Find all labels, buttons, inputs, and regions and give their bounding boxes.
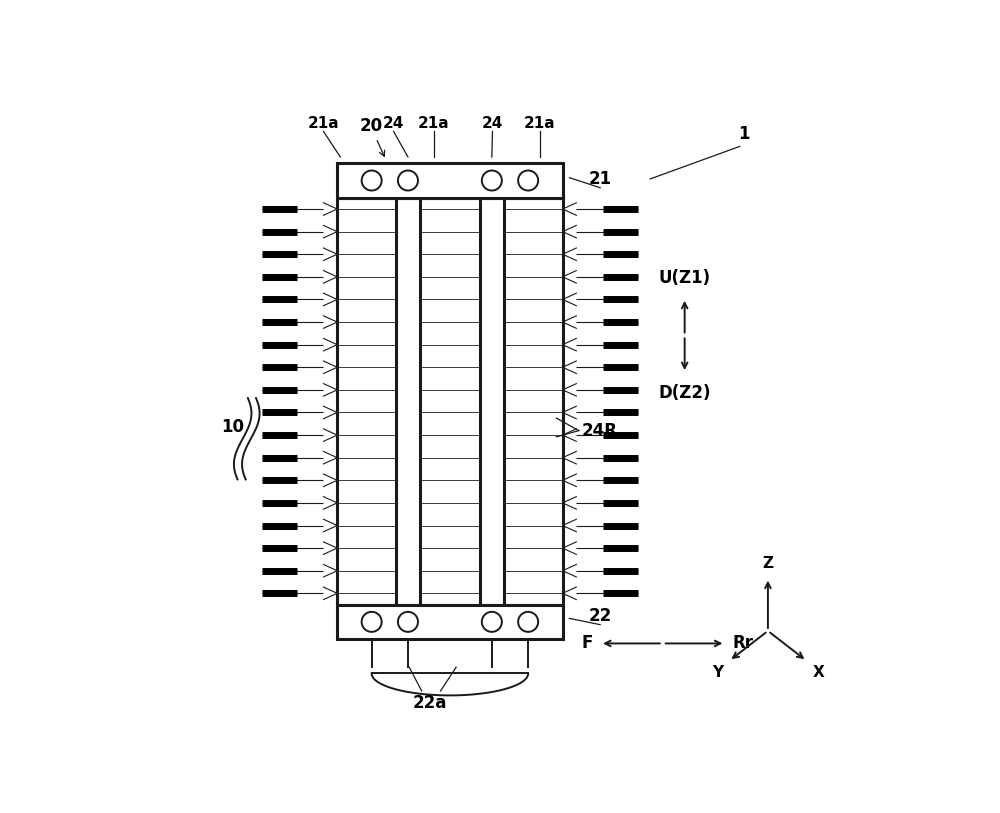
Circle shape <box>362 612 382 632</box>
Text: U(Z1): U(Z1) <box>659 268 711 287</box>
Bar <box>337 605 563 639</box>
Bar <box>337 198 563 605</box>
Text: 21a: 21a <box>524 116 556 132</box>
Circle shape <box>518 171 538 190</box>
Text: 21a: 21a <box>308 116 339 132</box>
Circle shape <box>398 171 418 190</box>
Circle shape <box>362 171 382 190</box>
Text: 10: 10 <box>222 419 245 437</box>
Text: 24: 24 <box>482 116 503 132</box>
Text: 20: 20 <box>359 117 385 156</box>
Text: 22a: 22a <box>413 693 447 711</box>
Text: 24R: 24R <box>581 422 617 440</box>
Text: 21a: 21a <box>418 116 449 132</box>
Circle shape <box>482 171 502 190</box>
Text: Z: Z <box>762 556 773 572</box>
Text: Rr: Rr <box>733 634 754 653</box>
Bar <box>337 163 563 198</box>
Circle shape <box>398 612 418 632</box>
Text: 21: 21 <box>589 170 612 188</box>
Text: X: X <box>813 665 825 680</box>
Text: F: F <box>581 634 593 653</box>
Bar <box>480 198 504 605</box>
Circle shape <box>482 612 502 632</box>
Circle shape <box>518 612 538 632</box>
Text: 22: 22 <box>589 606 612 624</box>
Text: 1: 1 <box>738 125 750 143</box>
Text: D(Z2): D(Z2) <box>658 385 711 402</box>
Bar <box>396 198 420 605</box>
Text: Y: Y <box>712 665 723 680</box>
Text: 24: 24 <box>383 116 404 132</box>
